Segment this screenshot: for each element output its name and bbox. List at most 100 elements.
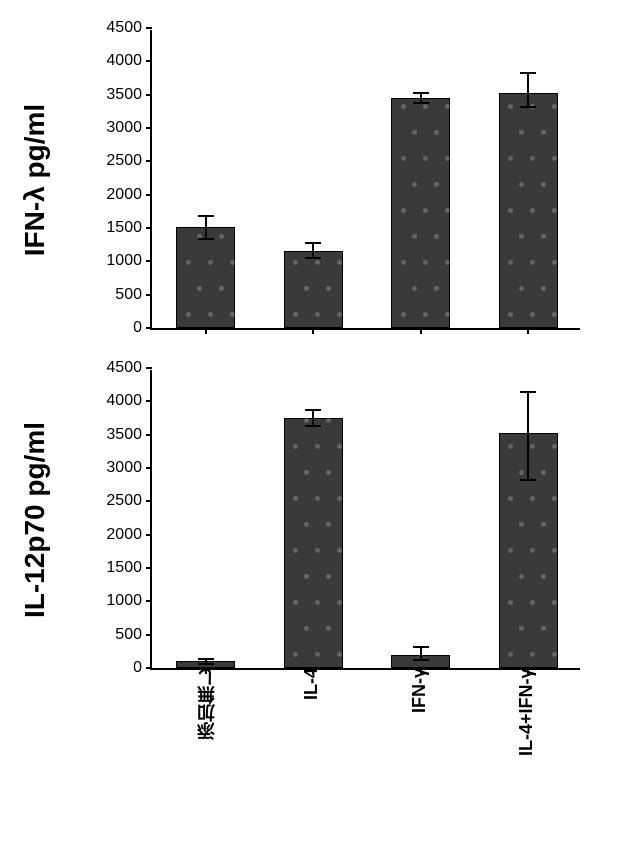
error-bar [205,216,207,239]
bar-texture-dot [423,156,428,161]
bar-texture-dot [552,548,557,553]
y-tick-mark [146,294,152,296]
x-category-label: IL-4 [301,668,322,798]
bar-texture-dot [208,260,213,265]
bar-texture-dot [401,260,406,265]
bar-texture-dot [530,260,535,265]
bar-texture-dot [304,522,309,527]
y-tick-label: 3000 [102,119,152,137]
bar-texture-dot [326,418,331,423]
bar-texture-dot [519,234,524,239]
bar-texture-dot [552,260,557,265]
error-cap-bottom [520,479,536,481]
y-tick-mark [146,27,152,29]
y-tick-label: 3500 [102,86,152,104]
bar-texture-dot [401,208,406,213]
bar-texture-dot [337,444,342,449]
bar-texture-dot [552,104,557,109]
error-cap-top [198,215,214,217]
bar-texture-dot [530,652,535,657]
plot-area-top: 050010001500200025003000350040004500 [150,30,580,330]
bar-texture-dot [508,104,513,109]
error-cap-top [198,658,214,660]
bar-texture-dot [541,626,546,631]
y-tick-label: 4000 [102,392,152,410]
bar-texture-dot [315,652,320,657]
bar-texture-dot [508,496,513,501]
y-tick-label: 4500 [102,19,152,37]
bar-texture-dot [519,574,524,579]
bar-texture-dot [508,312,513,317]
y-tick-mark [146,400,152,402]
bar-texture-dot [541,286,546,291]
bar-texture-dot [552,600,557,605]
bar [499,93,558,328]
bar-texture-dot [293,444,298,449]
error-cap-bottom [413,659,429,661]
bar-texture-dot [552,208,557,213]
bar [284,251,343,328]
bar-texture-dot [230,312,235,317]
y-tick-label: 2500 [102,152,152,170]
bar-texture-dot [401,104,406,109]
bar-texture-dot [304,286,309,291]
bar-texture-dot [519,470,524,475]
bar-texture-dot [401,312,406,317]
bar-texture-dot [530,156,535,161]
y-tick-mark [146,600,152,602]
x-category-label: 添加無し [194,668,220,798]
y-tick-label: 1000 [102,592,152,610]
y-tick-label: 3000 [102,459,152,477]
bar-texture-dot [541,234,546,239]
error-cap-top [305,409,321,411]
bar-texture-dot [326,574,331,579]
bar-texture-dot [423,312,428,317]
bar-texture-dot [186,312,191,317]
bar-texture-dot [326,626,331,631]
x-category-label: IFN-γ [409,668,430,798]
bar-texture-dot [326,470,331,475]
bar-texture-dot [337,600,342,605]
y-tick-mark [146,534,152,536]
bar-texture-dot [219,234,224,239]
bar-texture-dot [508,548,513,553]
bar-texture-dot [541,470,546,475]
bar-texture-dot [315,260,320,265]
error-bar [420,647,422,660]
bar-texture-dot [434,182,439,187]
bar-texture-dot [508,652,513,657]
error-bar [527,392,529,480]
y-axis-label-bottom: IL-12p70 pg/ml [19,380,51,660]
x-tick-mark [205,328,207,334]
error-bar [312,243,314,258]
y-tick-mark [146,194,152,196]
bar-texture-dot [219,286,224,291]
plot-area-bottom: 050010001500200025003000350040004500添加無し… [150,370,580,670]
bar-texture-dot [541,130,546,135]
bar-texture-dot [412,286,417,291]
bar-texture-dot [530,496,535,501]
y-tick-label: 2500 [102,492,152,510]
y-tick-label: 0 [102,659,152,677]
y-tick-label: 2000 [102,186,152,204]
y-axis-label-top: IFN-λ pg/ml [19,40,51,320]
bar-texture-dot [230,260,235,265]
bar-texture-dot [508,600,513,605]
bar-texture-dot [445,260,450,265]
bar-texture-dot [315,548,320,553]
bar-texture-dot [337,496,342,501]
bar-texture-dot [337,312,342,317]
bar-texture-dot [208,312,213,317]
y-tick-mark [146,327,152,329]
bar-texture-dot [445,208,450,213]
bar-texture-dot [315,496,320,501]
error-cap-top [520,391,536,393]
bar-texture-dot [326,522,331,527]
bar-texture-dot [186,260,191,265]
figure: IFN-λ pg/ml 0500100015002000250030003500… [0,0,640,846]
bar-texture-dot [519,522,524,527]
error-cap-bottom [198,238,214,240]
bar-texture-dot [530,548,535,553]
x-tick-mark [312,328,314,334]
bar-texture-dot [412,234,417,239]
